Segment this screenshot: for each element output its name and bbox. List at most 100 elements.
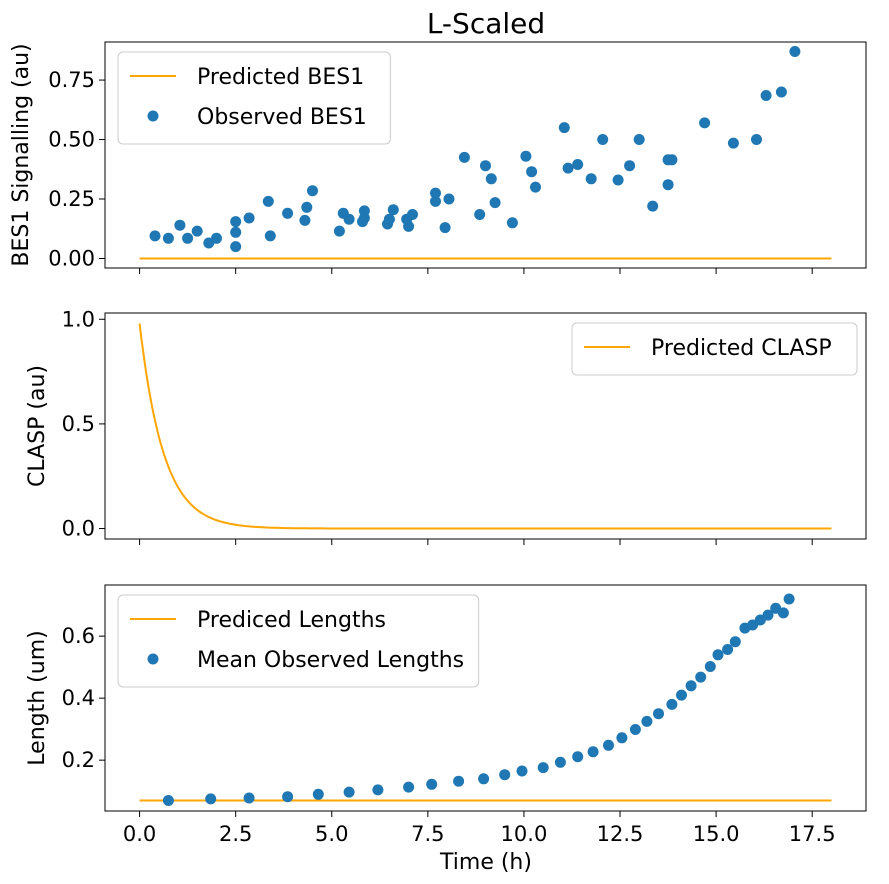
data-point <box>760 90 772 101</box>
legend-label: Observed BES1 <box>197 105 367 130</box>
data-point <box>333 225 345 237</box>
legend-box <box>117 594 480 688</box>
data-point <box>485 173 497 185</box>
data-point <box>777 607 789 619</box>
series-curve <box>138 323 832 530</box>
figure-title: L-Scaled <box>427 7 545 40</box>
x-tick-label: 2.5 <box>219 822 252 846</box>
data-point <box>149 230 161 242</box>
data-point <box>647 200 659 212</box>
data-point <box>174 219 186 231</box>
clasp-axes: 0.0 0.5 1.0 CLASP (au) Predicted CLASP <box>25 307 867 545</box>
axes-frame <box>104 41 867 269</box>
legend-box <box>571 322 858 376</box>
data-point <box>633 134 645 145</box>
data-point <box>789 46 801 57</box>
data-point <box>775 86 787 98</box>
data-point <box>587 746 599 758</box>
y-tick-label: 0.25 <box>48 187 95 211</box>
data-point <box>530 181 541 193</box>
data-point <box>430 187 441 199</box>
data-point <box>282 207 294 219</box>
x-tick-label: 10.0 <box>501 822 548 846</box>
data-point <box>372 784 384 796</box>
x-tick-label: 17.5 <box>789 822 836 846</box>
data-point <box>387 204 399 216</box>
data-point <box>629 724 641 735</box>
data-point <box>572 751 584 763</box>
data-point <box>562 162 574 174</box>
y-tick-label: 0.4 <box>62 686 95 710</box>
data-point <box>666 698 678 710</box>
data-point <box>205 793 217 805</box>
y-axis-label: Length (um) <box>25 630 50 765</box>
data-point <box>558 122 570 134</box>
data-point <box>666 154 678 166</box>
y-tick-label: 0.00 <box>48 246 95 270</box>
data-point <box>403 220 415 232</box>
legend-label: Mean Observed Lengths <box>197 648 464 673</box>
legend-label: Prediced Lengths <box>197 608 386 633</box>
x-tick-label: 12.5 <box>597 822 644 846</box>
legend: Predicted CLASP <box>571 322 858 376</box>
legend-label: Predicted BES1 <box>197 65 364 90</box>
data-point <box>704 661 716 672</box>
data-point <box>762 609 774 621</box>
x-axis-label: Time (h) <box>439 850 532 875</box>
y-tick-label: 0.75 <box>48 68 95 92</box>
data-point <box>307 185 318 197</box>
data-point <box>695 671 707 683</box>
x-tick-label: 15.0 <box>693 822 740 846</box>
data-point <box>343 213 355 225</box>
data-point <box>443 193 455 205</box>
data-point <box>453 775 465 787</box>
y-axis-label: BES1 Signalling (au) <box>9 43 34 266</box>
data-point <box>439 222 451 234</box>
data-point <box>616 732 628 744</box>
data-point <box>358 212 370 224</box>
data-point <box>211 232 222 244</box>
x-tick-label: 5.0 <box>315 822 348 846</box>
data-point <box>407 209 418 220</box>
plot-area <box>138 323 832 530</box>
y-axis-label: CLASP (au) <box>25 365 50 487</box>
legend-label: Predicted CLASP <box>651 336 832 361</box>
data-point <box>537 762 549 774</box>
data-point <box>182 232 194 244</box>
axes-frame <box>104 312 867 540</box>
data-point <box>301 201 313 213</box>
data-point <box>343 786 355 798</box>
plot-area <box>139 593 832 806</box>
data-point <box>712 649 724 661</box>
legend-marker <box>147 110 159 122</box>
data-point <box>554 756 566 768</box>
data-point <box>597 134 609 145</box>
data-point <box>727 137 739 149</box>
data-point <box>685 680 697 692</box>
data-point <box>489 197 501 209</box>
data-point <box>230 241 242 253</box>
data-point <box>191 225 203 237</box>
data-point <box>585 173 597 185</box>
data-point <box>751 134 762 145</box>
plot-area <box>139 46 832 260</box>
data-point <box>243 792 255 804</box>
data-point <box>653 708 664 720</box>
y-tick-label: 0.6 <box>62 624 95 648</box>
data-point <box>474 209 486 220</box>
data-point <box>264 230 276 242</box>
data-point <box>699 117 711 129</box>
data-point <box>299 214 311 226</box>
data-point <box>282 791 294 803</box>
legend: Predicted BES1 Observed BES1 <box>117 51 391 145</box>
data-point <box>480 160 491 172</box>
legend-marker <box>147 653 159 665</box>
data-point <box>430 195 441 207</box>
data-point <box>572 159 584 170</box>
data-point <box>262 195 274 207</box>
data-point <box>729 636 741 648</box>
y-tick-label: 0.2 <box>62 748 95 772</box>
data-point <box>426 778 438 790</box>
y-tick-label: 1.0 <box>62 307 95 331</box>
